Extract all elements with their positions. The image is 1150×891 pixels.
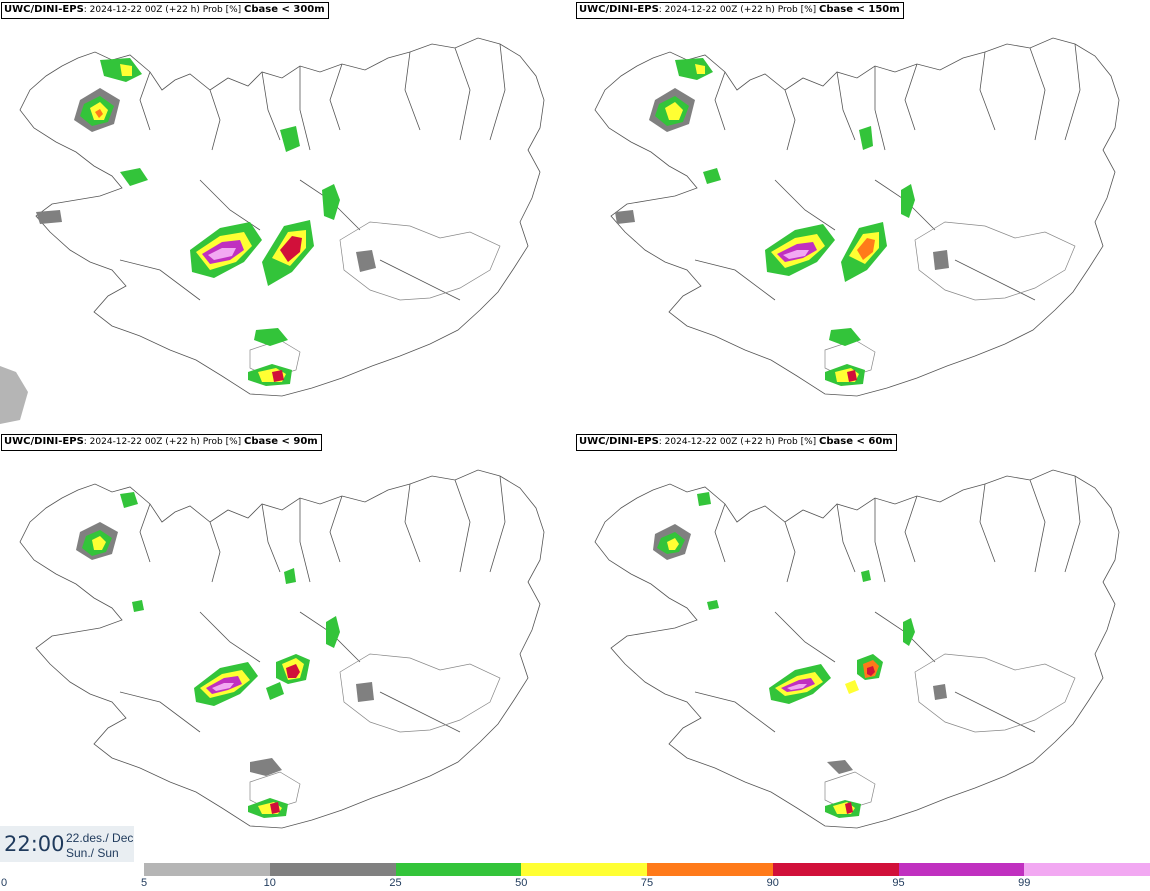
- valid-date-line1: 22.des./ Dec: [66, 831, 134, 845]
- legend-tick-label: 10: [263, 877, 276, 889]
- glacier-outlines: [249, 653, 501, 811]
- iceland-map: [0, 37, 545, 424]
- panel-title: UWC/DINI-EPS: 2024-12-22 00Z (+22 h) Pro…: [1, 2, 329, 19]
- iceland-map: [594, 469, 1120, 829]
- map-panel-cbase-150: UWC/DINI-EPS: 2024-12-22 00Z (+22 h) Pro…: [575, 0, 1150, 430]
- panel-title: UWC/DINI-EPS: 2024-12-22 00Z (+22 h) Pro…: [1, 434, 322, 451]
- legend-tick-label: 90: [766, 877, 779, 889]
- legend-tick-label: 99: [1018, 877, 1031, 889]
- legend-swatch: [144, 863, 270, 876]
- probability-fields: [615, 58, 949, 386]
- valid-date-line2: Sun./ Sun: [66, 846, 119, 860]
- legend-swatch: [898, 863, 1025, 876]
- legend-tick-label: 50: [515, 877, 528, 889]
- iceland-map: [19, 469, 545, 829]
- legend-swatch: [269, 863, 396, 876]
- legend-swatch: [521, 863, 647, 876]
- legend-tick-label: 75: [640, 877, 654, 889]
- iceland-map: [594, 37, 1120, 397]
- probability-fields: [653, 492, 947, 818]
- legend-tick-label: 25: [389, 877, 402, 889]
- legend-tick-label: 95: [892, 877, 905, 889]
- coastline: [594, 469, 1120, 829]
- panel-title: UWC/DINI-EPS: 2024-12-22 00Z (+22 h) Pro…: [576, 434, 897, 451]
- probability-fields: [76, 492, 374, 818]
- legend-tick-label: 5: [140, 877, 148, 889]
- map-panel-cbase-90: UWC/DINI-EPS: 2024-12-22 00Z (+22 h) Pro…: [0, 432, 575, 862]
- probability-fields: [0, 58, 376, 424]
- legend-swatch: [395, 863, 522, 876]
- map-panel-cbase-300: UWC/DINI-EPS: 2024-12-22 00Z (+22 h) Pro…: [0, 0, 575, 430]
- legend-tick-label: 0: [0, 877, 8, 889]
- map-panel-cbase-60: UWC/DINI-EPS: 2024-12-22 00Z (+22 h) Pro…: [575, 432, 1150, 862]
- legend-swatch: [647, 863, 773, 876]
- legend-swatch: [772, 863, 899, 876]
- valid-time: 22:00: [4, 832, 65, 856]
- legend-swatch: [1024, 863, 1150, 876]
- valid-time-box: 22:00 22.des./ Dec Sun./ Sun: [0, 826, 134, 862]
- glacier-outlines: [824, 653, 1076, 811]
- panel-title: UWC/DINI-EPS: 2024-12-22 00Z (+22 h) Pro…: [576, 2, 904, 19]
- color-legend-bar: [144, 863, 1150, 876]
